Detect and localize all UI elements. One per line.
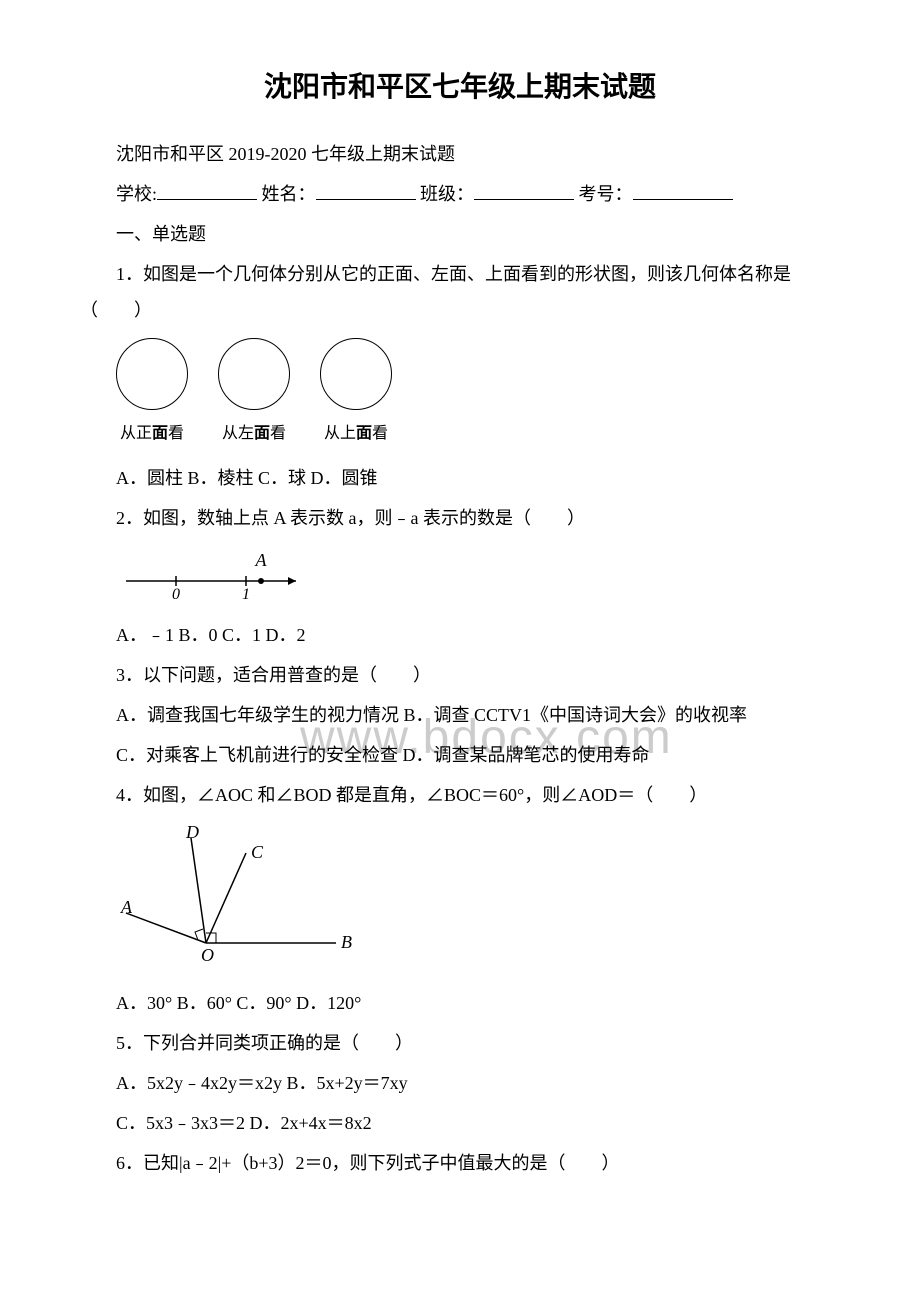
q2-options: A．﹣1 B．0 C．1 D．2 — [80, 617, 840, 653]
page-title: 沈阳市和平区七年级上期末试题 — [80, 60, 840, 116]
q4-options: A．30° B．60° C．90° D．120° — [80, 985, 840, 1021]
circle-left — [218, 338, 290, 410]
name-label: 姓名： — [262, 184, 316, 204]
label-a: A — [120, 897, 133, 917]
label-d: D — [185, 823, 199, 842]
q3-options-2: C．对乘客上飞机前进行的安全检查 D．调查某品牌笔芯的使用寿命 — [80, 737, 840, 773]
name-blank — [316, 199, 416, 200]
q2-stem: 2．如图，数轴上点 A 表示数 a，则﹣a 表示的数是（ ） — [80, 500, 840, 536]
id-blank — [633, 199, 733, 200]
q1-stem: 1．如图是一个几何体分别从它的正面、左面、上面看到的形状图，则该几何体名称是（ … — [80, 256, 840, 328]
school-blank — [157, 199, 257, 200]
view-front: 从正面看 — [116, 338, 188, 450]
page-container: www.bdocx.com 沈阳市和平区七年级上期末试题 沈阳市和平区 2019… — [80, 60, 840, 1181]
id-label: 考号： — [579, 184, 633, 204]
section-heading: 一、单选题 — [80, 216, 840, 252]
view-left: 从左面看 — [218, 338, 290, 450]
q1-views: 从正面看 从左面看 从上面看 — [116, 338, 840, 450]
class-label: 班级： — [420, 184, 474, 204]
q3-options-1: A．调查我国七年级学生的视力情况 B．调查 CCTV1《中国诗词大会》的收视率 — [80, 697, 840, 733]
q5-options-1: A．5x2y﹣4x2y＝x2y B．5x+2y＝7xy — [80, 1065, 840, 1101]
q5-options-2: C．5x3﹣3x3＝2 D．2x+4x＝8x2 — [80, 1105, 840, 1141]
angle-svg: A B C D O — [116, 823, 356, 963]
tick-0: 0 — [172, 586, 180, 601]
tick-1: 1 — [242, 586, 250, 601]
subtitle-line: 沈阳市和平区 2019-2020 七年级上期末试题 — [80, 136, 840, 172]
point-a-label: A — [255, 550, 268, 570]
q5-stem: 5．下列合并同类项正确的是（ ） — [80, 1025, 840, 1061]
view-front-label: 从正面看 — [116, 418, 188, 450]
class-blank — [474, 199, 574, 200]
circle-top — [320, 338, 392, 410]
q6-stem: 6．已知|a﹣2|+（b+3）2＝0，则下列式子中值最大的是（ ） — [80, 1145, 840, 1181]
q1-options: A．圆柱 B．棱柱 C．球 D．圆锥 — [80, 460, 840, 496]
q4-stem: 4．如图，∠AOC 和∠BOD 都是直角，∠BOC＝60°，则∠AOD＝（ ） — [80, 777, 840, 813]
form-line: 学校: 姓名： 班级： 考号： — [80, 176, 840, 212]
q4-diagram: A B C D O — [116, 823, 840, 975]
q2-numberline: 0 1 A — [116, 546, 840, 613]
label-c: C — [251, 842, 264, 862]
circle-front — [116, 338, 188, 410]
view-top-label: 从上面看 — [320, 418, 392, 450]
label-o: O — [201, 945, 214, 963]
view-top: 从上面看 — [320, 338, 392, 450]
view-left-label: 从左面看 — [218, 418, 290, 450]
label-b: B — [341, 932, 352, 952]
numberline-svg: 0 1 A — [116, 546, 316, 601]
q3-stem: 3．以下问题，适合用普查的是（ ） — [80, 657, 840, 693]
school-label: 学校: — [116, 184, 157, 204]
